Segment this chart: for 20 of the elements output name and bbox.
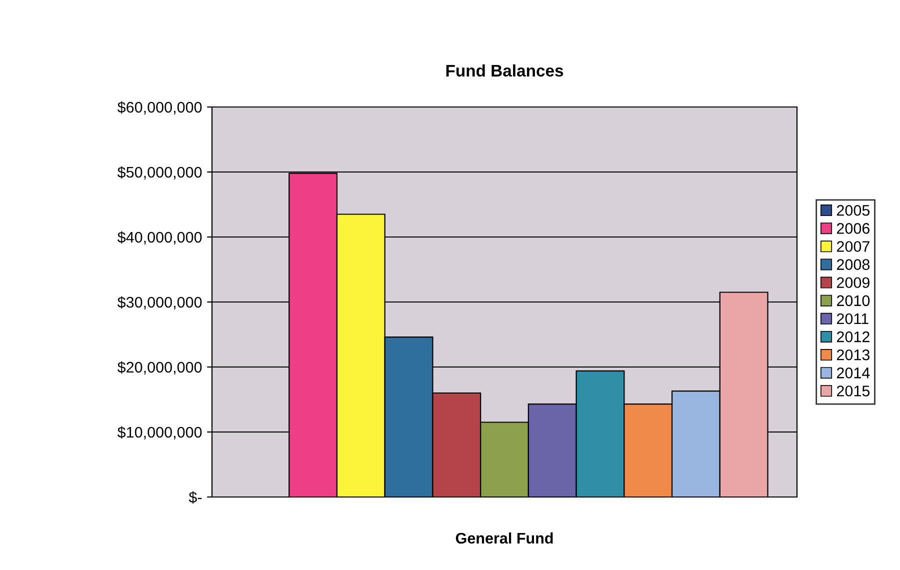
chart-title: Fund Balances — [446, 64, 564, 77]
legend-label: 2014 — [836, 368, 870, 378]
legend-label: 2006 — [836, 223, 870, 234]
y-tick-label: $20,000,000 — [117, 361, 202, 374]
legend-label: 2010 — [836, 295, 870, 306]
legend-label: 2011 — [836, 313, 868, 324]
y-tick-label: $10,000,000 — [117, 426, 202, 440]
x-axis-title: General Fund — [456, 532, 553, 544]
y-tick-label: $40,000,000 — [117, 231, 202, 244]
legend-label: 2012 — [836, 331, 870, 342]
legend-label: 2009 — [836, 277, 870, 288]
legend-label: 2008 — [836, 259, 870, 270]
legend-label: 2013 — [836, 349, 870, 360]
y-tick-label: $30,000,000 — [117, 296, 202, 310]
legend-label: 2015 — [836, 386, 870, 396]
legend-label: 2007 — [836, 241, 870, 252]
legend-label: 2005 — [836, 204, 870, 216]
y-tick-label: $50,000,000 — [117, 166, 202, 180]
y-tick-label: $60,000,000 — [117, 101, 202, 114]
y-tick-label: $- — [188, 491, 202, 504]
